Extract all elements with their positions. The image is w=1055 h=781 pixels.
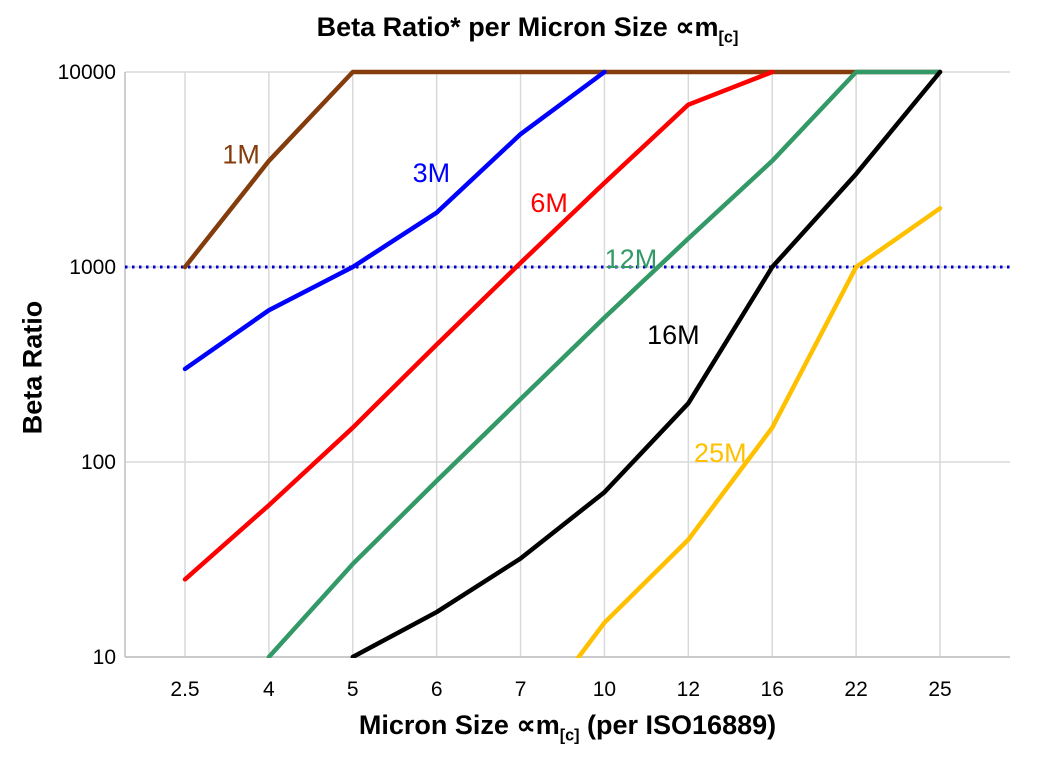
series-line-6m <box>182 69 775 582</box>
y-tick-label: 10 <box>93 646 116 669</box>
x-axis-title-post: (per ISO16889) <box>579 710 777 740</box>
series-label-12m: 12M <box>605 244 658 274</box>
series-line-12m <box>266 69 943 658</box>
x-tick-label: 5 <box>347 678 359 701</box>
series-label-16m: 16M <box>647 320 700 350</box>
y-tick-label: 10000 <box>58 61 116 84</box>
x-axis-title-pre: Micron Size <box>358 710 517 740</box>
x-tick-label: 4 <box>263 678 275 701</box>
y-axis-title: Beta Ratio <box>18 218 49 518</box>
x-tick-label: 6 <box>431 678 443 701</box>
x-tick-label: 10 <box>593 678 616 701</box>
x-tick-label: 7 <box>515 678 527 701</box>
y-tick-label: 1000 <box>69 256 116 279</box>
y-tick-label: 100 <box>81 451 116 474</box>
series-group <box>182 69 943 658</box>
x-axis-title: Micron Size ∝m[c] (per ISO16889) <box>125 710 1010 745</box>
x-tick-label: 25 <box>928 678 951 701</box>
x-tick-label: 22 <box>844 678 867 701</box>
series-label-25m: 25M <box>694 438 747 468</box>
x-tick-label: 12 <box>677 678 700 701</box>
series-label-3m: 3M <box>413 158 451 188</box>
chart-title-symbol: ∝m <box>675 12 719 42</box>
series-line-1m <box>182 69 943 270</box>
x-tick-label: 16 <box>761 678 784 701</box>
x-tick-label: 2.5 <box>170 678 199 701</box>
series-line-25m <box>575 206 943 658</box>
series-label-1m: 1M <box>222 139 260 169</box>
y-axis-title-text: Beta Ratio <box>17 300 48 435</box>
x-axis-title-subscript: [c] <box>559 726 580 745</box>
series-line-3m <box>182 69 607 372</box>
chart-title: Beta Ratio* per Micron Size ∝m[c] <box>0 12 1055 47</box>
chart-title-main: Beta Ratio* per Micron Size <box>316 12 676 42</box>
series-label-6m: 6M <box>530 188 568 218</box>
chart-title-subscript: [c] <box>718 28 739 47</box>
series-line-16m <box>350 69 943 658</box>
x-axis-title-symbol: ∝m <box>516 710 560 740</box>
